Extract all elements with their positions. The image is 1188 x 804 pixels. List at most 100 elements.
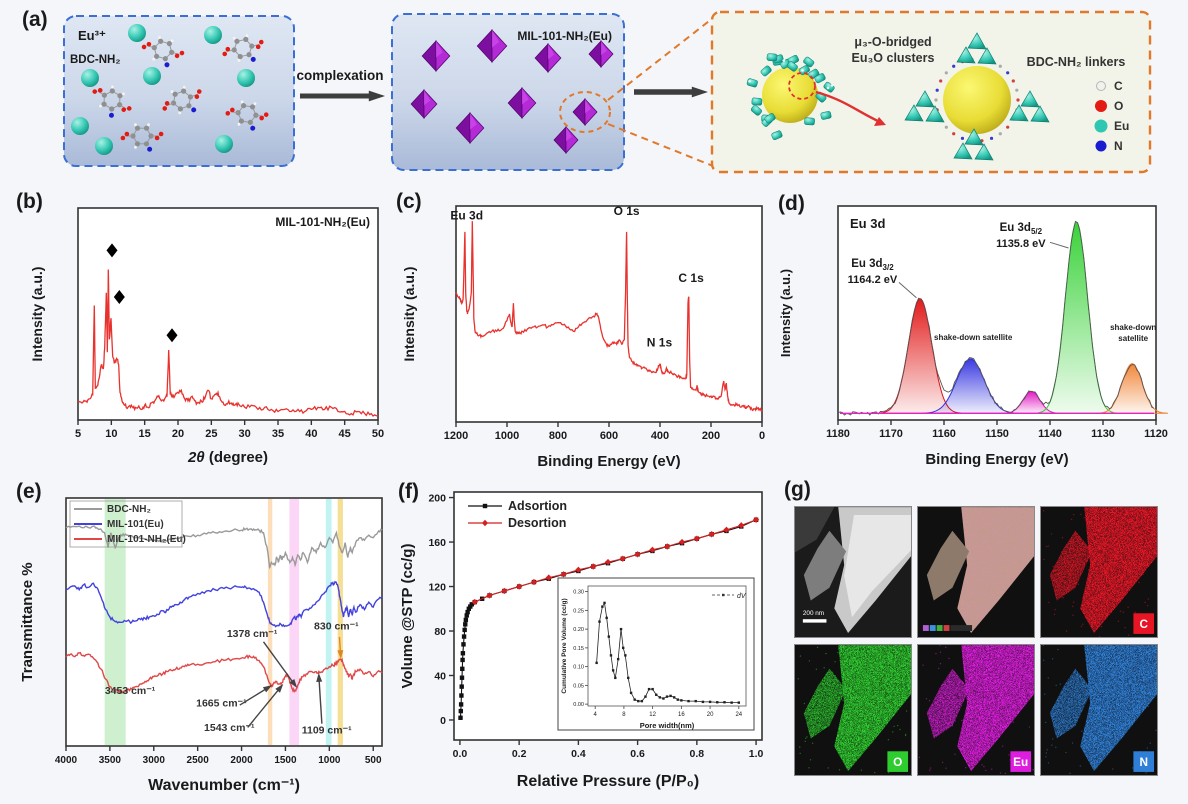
eds-tile-O: O — [794, 644, 912, 776]
eu3d-corner-label: Eu 3d — [850, 216, 885, 231]
eu3o-core-sphere-icon — [762, 67, 818, 123]
svg-text:1180: 1180 — [826, 428, 850, 440]
peak-ev-label: 1164.2 eV — [848, 274, 898, 286]
highlight-band — [325, 499, 332, 745]
highlight-band — [289, 499, 300, 745]
eu-polyhedra-cluster-icon — [953, 128, 994, 161]
cluster-highlight-circle-icon — [788, 72, 816, 100]
mof-title-label: MIL-101-NH₂(Eu) — [517, 29, 612, 43]
svg-text:1170: 1170 — [879, 428, 903, 440]
svg-text:20: 20 — [707, 712, 714, 718]
svg-text:1200: 1200 — [444, 430, 468, 442]
svg-text:1.0: 1.0 — [749, 748, 764, 760]
ftir-xlabel: Wavenumber (cm⁻¹) — [148, 777, 300, 794]
svg-text:1500: 1500 — [274, 755, 297, 766]
svg-text:400: 400 — [651, 430, 669, 442]
element-badge — [1133, 613, 1155, 634]
ftir-trace — [65, 525, 383, 570]
svg-text:50: 50 — [372, 428, 384, 440]
eds-tile-overlay — [917, 506, 1035, 638]
panel-a-scheme: complexation Eu³⁺ BDC-NH₂ MIL-101-NH₂(Eu) μ₃… — [63, 10, 1152, 174]
raw-data-envelope — [837, 220, 1155, 416]
xps-peak-label: O 1s — [614, 204, 640, 218]
svg-text:0.4: 0.4 — [571, 748, 586, 760]
panel-f-label: (f) — [398, 480, 419, 503]
mof-octahedron-icon — [553, 125, 579, 155]
scalebar-icon — [802, 619, 827, 623]
svg-text:35: 35 — [272, 428, 284, 440]
cluster-label-line2: Eu₃O clusters — [852, 51, 935, 65]
element-badge-label: N — [1139, 756, 1148, 769]
ftir-legend-label: MIL-101(Eu) — [107, 519, 164, 530]
xrd-ylabel: Intensity (a.u.) — [29, 267, 45, 362]
scalebar-label: 200 nm — [803, 610, 824, 617]
svg-text:160: 160 — [428, 537, 446, 549]
ftir-legend-label: MIL-101-NH₂(Eu) — [107, 534, 186, 545]
mof-octahedron-icon — [507, 86, 537, 120]
cluster-label-line1: μ₃-O-bridged — [854, 35, 931, 49]
satellite-label: shake-down — [1110, 323, 1156, 332]
panel-a-label: (a) — [22, 8, 48, 31]
legend-N-label: N — [1114, 139, 1123, 153]
eu-polyhedra-cluster-icon — [904, 90, 945, 123]
svg-text:0: 0 — [440, 715, 446, 727]
eds-tile-Eu: Eu — [917, 644, 1035, 776]
xrd-xlabel: 2θ (degree) — [187, 449, 268, 466]
svg-text:0.6: 0.6 — [630, 748, 645, 760]
legend-O-dot-icon — [1095, 100, 1107, 112]
svg-text:1120: 1120 — [1144, 428, 1168, 440]
zoom-arrow-icon — [815, 90, 881, 124]
svg-text:15: 15 — [139, 428, 151, 440]
desortion-curve — [474, 519, 757, 603]
bdc-nh2-molecule-icon — [120, 123, 164, 152]
svg-text:16: 16 — [678, 712, 685, 718]
panel-d-eu3d-chart: 1180 1170 1160 1150 1140 1130 1120 Eu 3d Eu 3d3/… — [778, 205, 1168, 468]
overlay-legend-chip-icon — [929, 625, 936, 631]
svg-text:120: 120 — [428, 582, 446, 594]
svg-text:24: 24 — [735, 712, 742, 718]
svg-text:1140: 1140 — [1038, 428, 1062, 440]
ftir-annotation: 830 cm⁻¹ — [314, 620, 359, 632]
bdc-nh2-molecule-icon — [92, 85, 132, 118]
ftir-annotation: 1378 cm⁻¹ — [227, 628, 278, 640]
svg-text:12: 12 — [649, 712, 656, 718]
svg-text:0.8: 0.8 — [690, 748, 705, 760]
panel-b-xrd-chart: 5 10 15 20 25 30 35 40 45 50 MIL-101-NH₂(Eu) 2θ (de… — [29, 207, 384, 466]
xps-survey-trace — [455, 221, 763, 412]
peak-label: Eu 3d3/2 — [851, 258, 894, 272]
svg-text:45: 45 — [339, 428, 351, 440]
svg-text:0.0: 0.0 — [453, 748, 468, 760]
peak-label: Eu 3d5/2 — [1000, 222, 1043, 236]
fit-component — [1096, 363, 1168, 414]
reactants-box — [63, 15, 295, 167]
panel-c-xps-survey-chart: 1200 1000 800 600 400 200 0 Eu 3d O 1s N 1s C 1s Bi… — [401, 204, 765, 470]
complexation-label: complexation — [296, 68, 383, 83]
legend-C-label: C — [1114, 79, 1123, 93]
eu-ion-sphere-icon — [204, 26, 222, 44]
svg-text:8: 8 — [622, 712, 626, 718]
eu-ion-sphere-icon — [95, 137, 113, 155]
eu-ion-sphere-icon — [128, 24, 146, 42]
eu-polyhedra-cluster-icon — [1009, 90, 1050, 123]
svg-text:30: 30 — [239, 428, 251, 440]
mof-octahedron-icon — [476, 28, 508, 64]
element-badge — [1133, 751, 1155, 772]
eu-ion-sphere-icon — [71, 117, 89, 135]
svg-text:0.10: 0.10 — [573, 665, 584, 671]
overlay-legend-chip-icon — [922, 625, 929, 631]
svg-text:80: 80 — [434, 626, 446, 638]
svg-text:0.15: 0.15 — [573, 646, 584, 652]
svg-text:500: 500 — [365, 755, 382, 766]
legend-C-dot-icon — [1096, 81, 1106, 91]
panel-g-label: (g) — [784, 478, 811, 501]
ftir-ylabel: Transmittance % — [19, 562, 36, 681]
panel-e-ftir-chart: 4000 3500 3000 2500 2000 1500 1000 500 BDC-NH₂ MI… — [19, 497, 383, 794]
svg-text:1130: 1130 — [1091, 428, 1115, 440]
eu3d-ylabel: Intensity (a.u.) — [778, 269, 793, 357]
element-badge-label: C — [1139, 618, 1148, 631]
ftir-trace — [65, 651, 383, 695]
overlay-legend-chip-icon — [936, 625, 943, 631]
xrd-trace — [77, 269, 379, 417]
svg-text:0.30: 0.30 — [573, 590, 584, 596]
overlay-legend-chip-icon — [943, 625, 950, 631]
